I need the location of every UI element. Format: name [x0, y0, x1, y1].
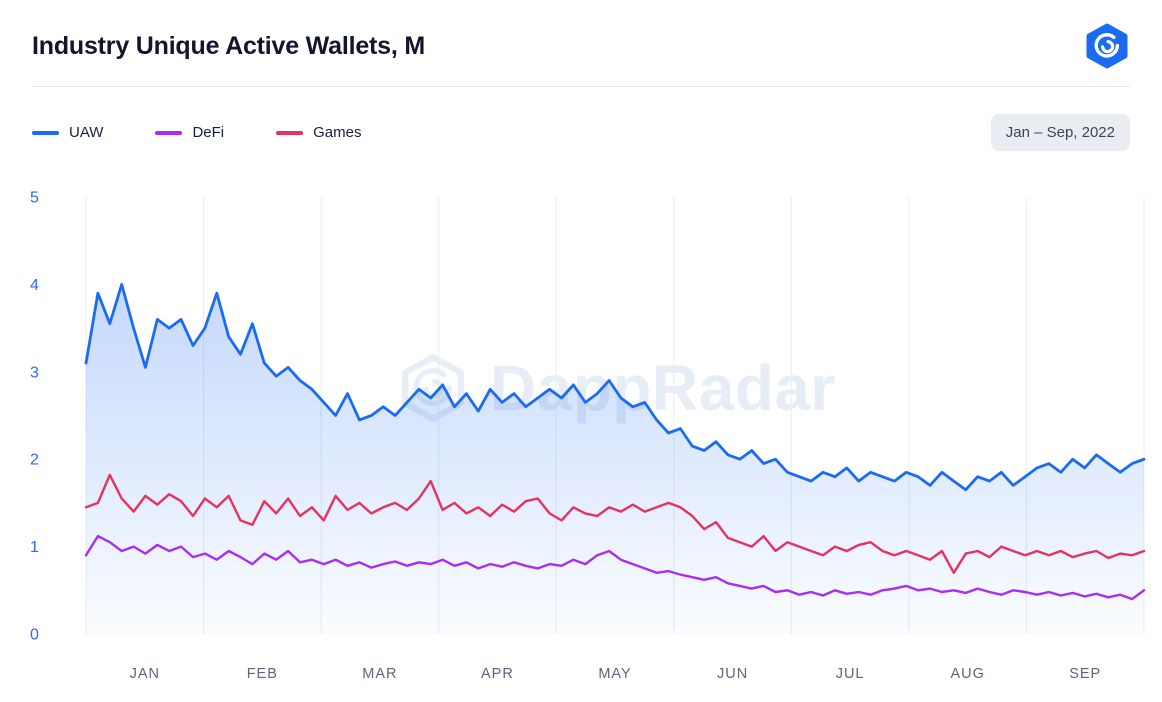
svg-text:JUN: JUN	[717, 666, 748, 682]
legend-swatch-uaw-icon	[32, 130, 59, 135]
svg-text:MAY: MAY	[598, 666, 631, 682]
svg-text:MAR: MAR	[362, 666, 397, 682]
svg-text:AUG: AUG	[950, 666, 984, 682]
svg-text:FEB: FEB	[247, 666, 278, 682]
svg-text:1: 1	[30, 539, 39, 556]
svg-text:4: 4	[30, 277, 39, 294]
legend: UAW DeFi Games	[32, 124, 361, 141]
legend-item-games[interactable]: Games	[276, 124, 361, 141]
legend-label-defi: DeFi	[192, 124, 225, 141]
date-range-badge: Jan – Sep, 2022	[990, 114, 1130, 151]
svg-text:2: 2	[30, 452, 39, 469]
legend-label-uaw: UAW	[69, 124, 104, 141]
legend-item-uaw[interactable]: UAW	[32, 124, 103, 141]
chart-svg[interactable]: 0 1 2 3 4 5 JAN FEB MAR APR MAY JUN JUL AUG SEP	[0, 177, 1162, 692]
svg-text:0: 0	[30, 627, 39, 644]
legend-item-defi[interactable]: DeFi	[155, 124, 224, 141]
legend-label-games: Games	[313, 124, 362, 141]
svg-text:JUL: JUL	[836, 666, 865, 682]
svg-text:APR: APR	[481, 666, 514, 682]
svg-text:SEP: SEP	[1069, 666, 1101, 682]
page-title: Industry Unique Active Wallets, M	[32, 31, 425, 60]
svg-text:5: 5	[30, 190, 39, 207]
header: Industry Unique Active Wallets, M	[0, 0, 1162, 70]
chart-area: DappRadar 0 1 2 3 4 5 JAN FEB MAR APR MAY JUN JUL AUG…	[0, 177, 1162, 692]
divider	[32, 86, 1130, 87]
dappradar-logo-icon[interactable]	[1083, 22, 1131, 70]
svg-text:JAN: JAN	[130, 666, 160, 682]
legend-swatch-games-icon	[276, 130, 304, 135]
chart-toolbar: UAW DeFi Games Jan – Sep, 2022	[0, 114, 1162, 151]
svg-text:3: 3	[30, 364, 39, 381]
legend-swatch-defi-icon	[155, 130, 183, 135]
